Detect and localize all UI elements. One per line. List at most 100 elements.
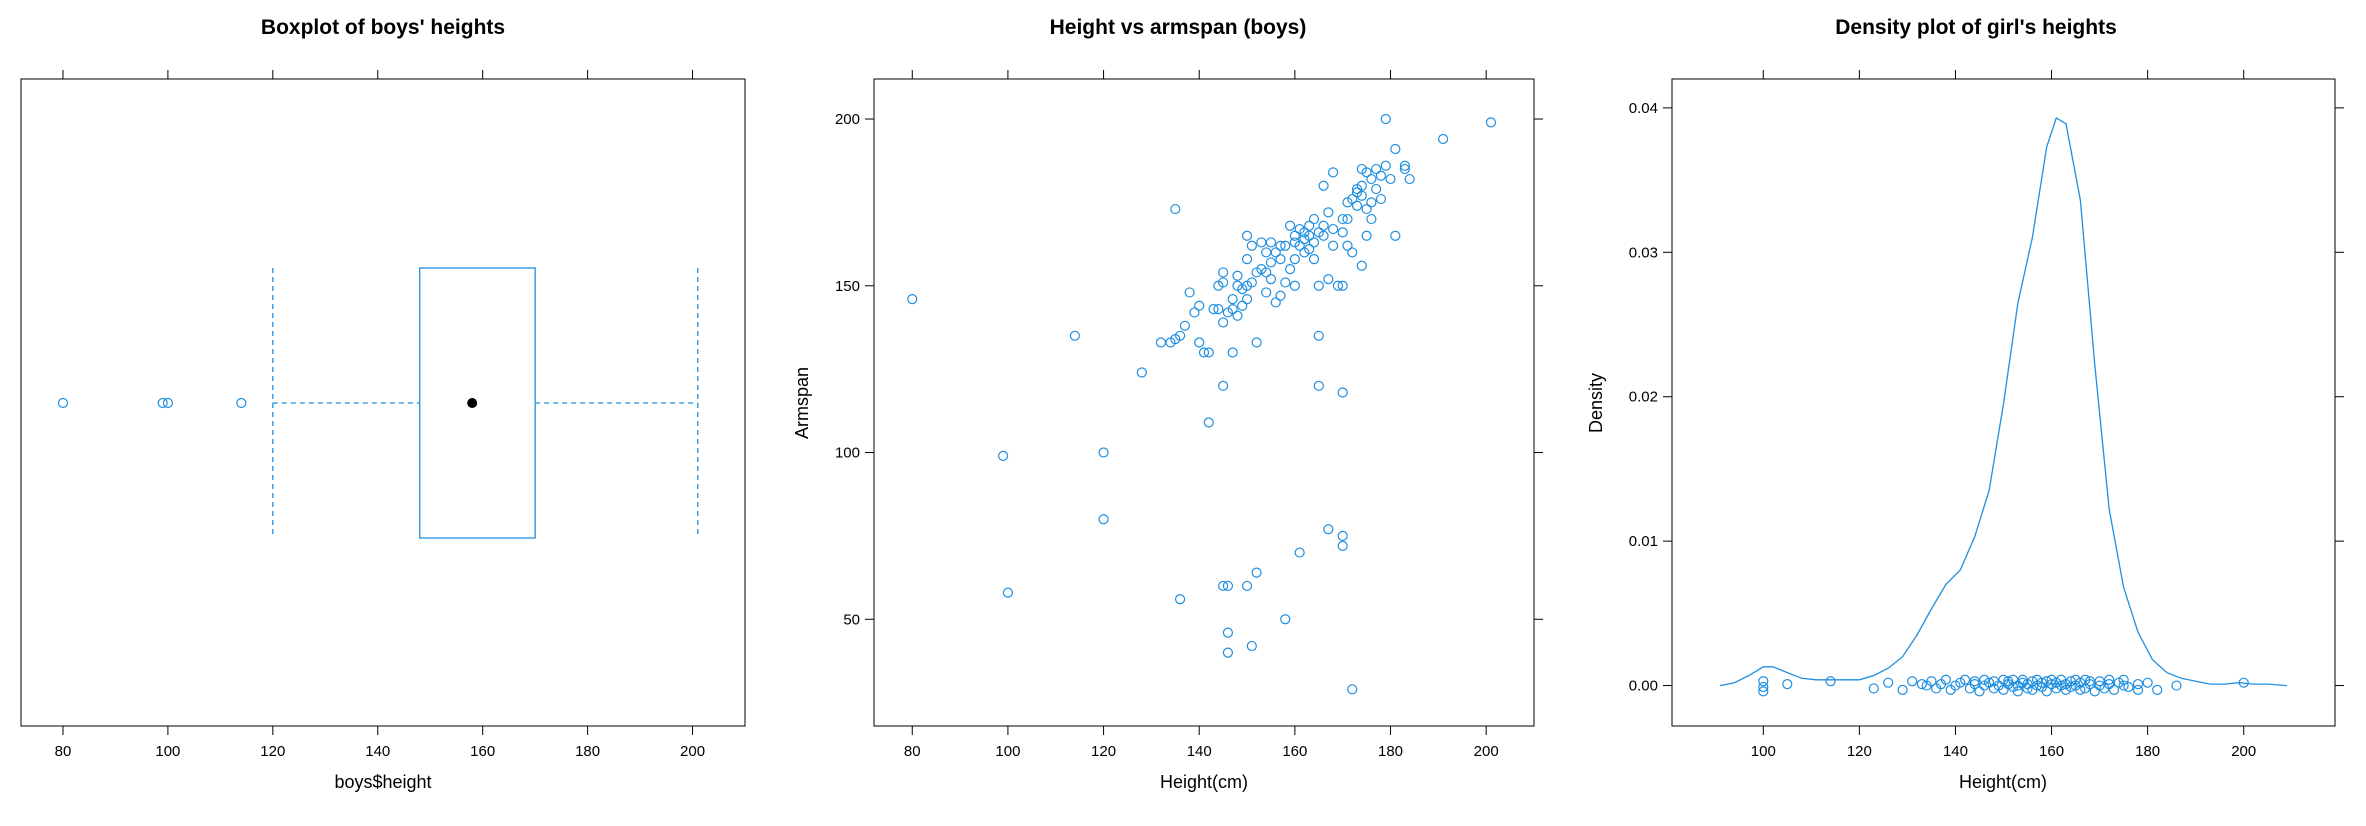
scatter-point <box>1304 230 1315 241</box>
density-rug-point <box>1907 676 1918 687</box>
boxplot-body <box>57 267 699 539</box>
scatter-x-tick-label: 180 <box>1378 743 1403 760</box>
scatter-point <box>1289 230 1300 241</box>
density-rug-point <box>2089 686 2100 697</box>
scatter-point <box>1261 267 1272 278</box>
density-rug-point <box>1758 681 1769 693</box>
scatter-point <box>1270 297 1281 308</box>
median-dot <box>467 398 478 408</box>
scatter-point <box>1174 594 1186 605</box>
scatter-point <box>1213 304 1224 315</box>
density-rug-point <box>1959 674 1971 685</box>
scatter-point <box>1313 380 1324 391</box>
scatter-point <box>1222 627 1234 638</box>
scatter-x-tick-label: 200 <box>1474 743 1499 760</box>
density-rug-point <box>2118 674 2129 685</box>
scatter-point <box>1289 280 1300 291</box>
scatter-point <box>1237 300 1248 311</box>
scatter-x-tick-label: 140 <box>1187 743 1212 760</box>
scatter-point <box>1203 347 1214 358</box>
density-y-tick-label: 0.02 <box>1629 389 1658 406</box>
scatter-point <box>1332 280 1344 291</box>
scatter-point <box>1337 540 1348 552</box>
scatter-x-tick-label: 100 <box>995 743 1020 760</box>
scatter-point <box>1218 277 1229 288</box>
density-rug-point <box>2094 676 2105 687</box>
scatter-point <box>1227 347 1238 358</box>
density-rug-point <box>2104 674 2115 685</box>
density-rug-point <box>2132 684 2144 695</box>
scatter-point <box>1304 243 1315 255</box>
scatter-point <box>1251 337 1262 348</box>
scatter-point <box>1342 240 1353 251</box>
scatter-point <box>1361 167 1372 178</box>
scatter-point <box>1304 220 1315 231</box>
scatter-point <box>1347 684 1358 695</box>
boxplot-x-tick-label: 140 <box>365 743 390 760</box>
scatter-point <box>1371 163 1382 175</box>
density-rug-point <box>1883 677 1894 688</box>
scatter-point <box>907 294 918 305</box>
scatter-point <box>1390 230 1401 241</box>
boxplot-x-tick-label: 80 <box>55 743 72 760</box>
scatter-point <box>1265 274 1277 285</box>
scatter-x-tick-label: 80 <box>904 743 921 760</box>
scatter-point <box>1308 237 1320 248</box>
scatter-point <box>1323 524 1334 535</box>
density-y-tick-label: 0.03 <box>1629 244 1658 261</box>
scatter-x-label: Height(cm) <box>1160 772 1248 792</box>
scatter-title: Height vs armspan (boys) <box>1050 16 1307 39</box>
density-x-tick-label: 120 <box>1847 743 1872 760</box>
density-rug-point <box>2108 684 2120 695</box>
outlier-point <box>236 397 247 409</box>
scatter-point <box>1356 260 1367 271</box>
scatter-point <box>1194 337 1205 348</box>
scatter-point <box>1399 160 1410 171</box>
scatter-point <box>1371 183 1382 195</box>
density-x-tick-label: 140 <box>1943 743 1968 760</box>
scatter-point <box>1328 167 1339 178</box>
scatter-points <box>907 113 1497 695</box>
scatter-point <box>1241 580 1253 592</box>
scatter-point <box>1294 240 1305 251</box>
scatter-point <box>1241 294 1253 305</box>
scatter-point <box>1318 180 1329 191</box>
scatter-point <box>1241 253 1253 265</box>
scatter-x-tick-label: 160 <box>1282 743 1307 760</box>
scatter-point <box>1218 317 1229 328</box>
scatter-y-tick-label: 100 <box>835 445 860 462</box>
scatter-point <box>1380 113 1391 125</box>
boxplot-frame <box>20 78 746 727</box>
scatter-point <box>1069 330 1080 341</box>
boxplot-x-tick-label: 200 <box>680 743 705 760</box>
scatter-point <box>1313 330 1324 341</box>
scatter-point <box>1366 197 1377 208</box>
scatter-point <box>1275 240 1286 251</box>
scatter-point <box>1218 267 1229 278</box>
density-rug-point <box>2022 683 2033 694</box>
density-rug-point <box>1897 684 1908 695</box>
outlier-point <box>57 397 69 409</box>
density-rug-point <box>1926 676 1937 687</box>
scatter-point <box>1203 417 1214 428</box>
boxplot-x-tick-label: 180 <box>575 743 600 760</box>
scatter-point <box>1361 230 1372 241</box>
scatter-point <box>1198 347 1210 358</box>
scatter-point <box>1337 280 1348 291</box>
boxplot-x-tick-label: 100 <box>155 743 180 760</box>
density-rug-point <box>1758 686 1769 697</box>
density-x-tick-label: 100 <box>1751 743 1776 760</box>
scatter-point <box>1270 247 1281 258</box>
scatter-point <box>1246 640 1257 652</box>
scatter-point <box>1328 223 1339 235</box>
scatter-point <box>1313 280 1324 291</box>
density-rug-point <box>1940 674 1951 685</box>
boxplot-x-label: boys$height <box>334 772 431 792</box>
scatter-point <box>1356 180 1367 191</box>
density-rug-point <box>2152 684 2163 695</box>
density-frame <box>1671 78 2336 727</box>
scatter-point <box>1261 287 1272 298</box>
boxplot-title: Boxplot of boys' heights <box>261 16 505 39</box>
scatter-point <box>1284 220 1296 231</box>
